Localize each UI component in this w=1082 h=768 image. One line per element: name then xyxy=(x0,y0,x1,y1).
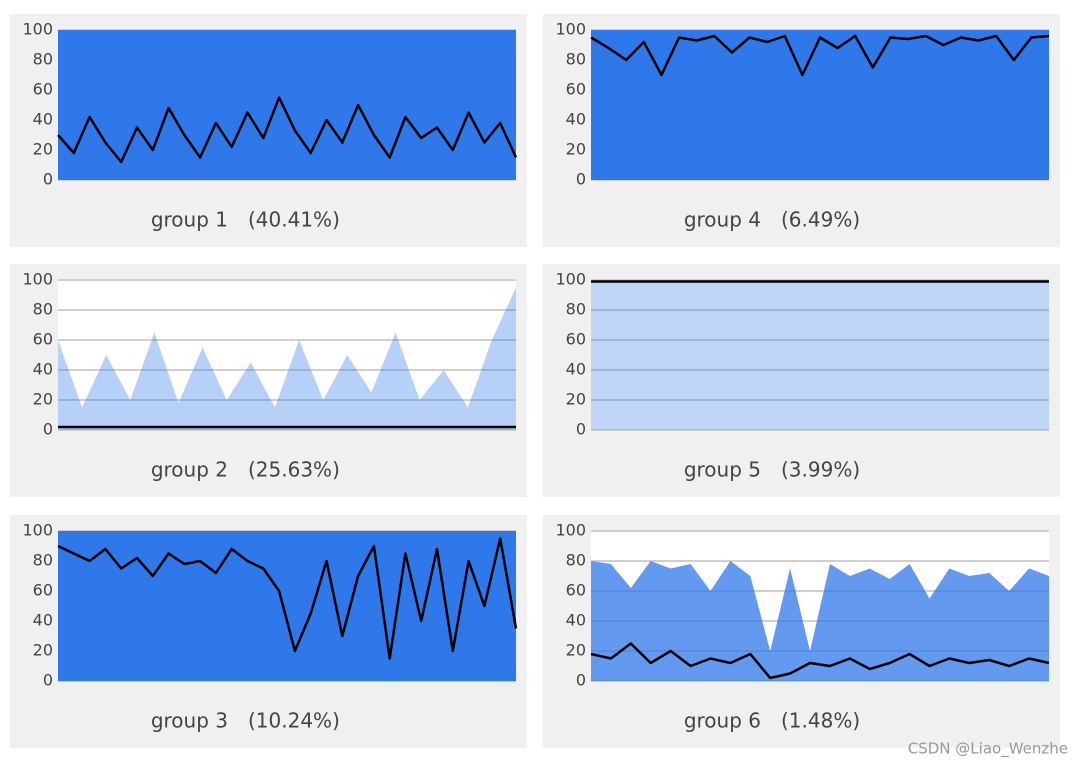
y-tick-label: 60 xyxy=(566,581,586,600)
y-tick-label: 60 xyxy=(33,581,53,600)
density-area xyxy=(58,287,516,430)
y-tick-label: 80 xyxy=(33,300,53,319)
y-tick-label: 40 xyxy=(33,360,53,379)
y-tick-label: 0 xyxy=(576,420,586,439)
y-tick-label: 20 xyxy=(566,140,586,159)
y-tick-label: 20 xyxy=(33,140,53,159)
y-tick-label: 0 xyxy=(43,671,53,690)
y-tick-label: 80 xyxy=(566,50,586,69)
median-line xyxy=(590,642,1050,680)
y-tick-label: 80 xyxy=(33,50,53,69)
y-tick-label: 0 xyxy=(576,671,586,690)
watermark: CSDN @Liao_Wenzhe xyxy=(908,740,1068,759)
y-tick-label: 100 xyxy=(555,20,586,39)
group-share: (10.24%) xyxy=(248,709,340,733)
chart-panel: 0 20 40 60 80 100 group 2 (25.63%) xyxy=(10,264,527,497)
group-share: (3.99%) xyxy=(781,458,860,482)
y-tick-label: 0 xyxy=(43,170,53,189)
y-tick-label: 100 xyxy=(555,521,586,540)
y-tick-label: 100 xyxy=(22,20,53,39)
group-share: (6.49%) xyxy=(781,208,860,232)
density-area xyxy=(591,561,1049,681)
y-tick-label: 60 xyxy=(566,330,586,349)
y-tick-label: 40 xyxy=(33,611,53,630)
y-tick-label: 40 xyxy=(566,360,586,379)
group-label: group 6 xyxy=(684,709,761,733)
plot-background xyxy=(591,280,1049,430)
y-tick-label: 60 xyxy=(33,80,53,99)
chart-panel: 0 20 40 60 80 100 group 5 (3.99%) xyxy=(543,264,1060,497)
density-area xyxy=(58,531,516,681)
y-tick-label: 60 xyxy=(566,80,586,99)
y-tick-label: 40 xyxy=(566,611,586,630)
median-line xyxy=(590,34,1050,77)
group-label: group 1 xyxy=(151,208,228,232)
y-tick-label: 20 xyxy=(566,390,586,409)
y-tick-label: 20 xyxy=(566,641,586,660)
density-area xyxy=(58,30,516,180)
y-tick-label: 60 xyxy=(33,330,53,349)
y-tick-label: 40 xyxy=(566,110,586,129)
y-tick-label: 40 xyxy=(33,110,53,129)
plot-background xyxy=(58,280,516,430)
group-share: (40.41%) xyxy=(248,208,340,232)
group-share: (25.63%) xyxy=(248,458,340,482)
chart-panel: 0 20 40 60 80 100 group 3 (10.24%) xyxy=(10,515,527,748)
y-tick-label: 20 xyxy=(33,641,53,660)
density-area xyxy=(591,280,1049,430)
chart-panel: 0 20 40 60 80 100 group 1 (40.41%) xyxy=(10,14,527,247)
median-line xyxy=(57,96,518,164)
group-label: group 3 xyxy=(151,709,228,733)
median-line xyxy=(57,537,518,660)
y-tick-label: 100 xyxy=(22,521,53,540)
chart-panel: 0 20 40 60 80 100 group 6 (1.48%) xyxy=(543,515,1060,748)
group-label: group 4 xyxy=(684,208,761,232)
y-tick-label: 100 xyxy=(22,270,53,289)
density-area xyxy=(591,30,1049,180)
chart-panel: 0 20 40 60 80 100 group 4 (6.49%) xyxy=(543,14,1060,247)
y-tick-label: 80 xyxy=(33,551,53,570)
y-tick-label: 0 xyxy=(43,420,53,439)
y-tick-label: 0 xyxy=(576,170,586,189)
group-label: group 5 xyxy=(684,458,761,482)
y-tick-label: 20 xyxy=(33,390,53,409)
y-tick-label: 80 xyxy=(566,551,586,570)
group-share: (1.48%) xyxy=(781,709,860,733)
y-tick-label: 100 xyxy=(555,270,586,289)
y-tick-label: 80 xyxy=(566,300,586,319)
group-label: group 2 xyxy=(151,458,228,482)
